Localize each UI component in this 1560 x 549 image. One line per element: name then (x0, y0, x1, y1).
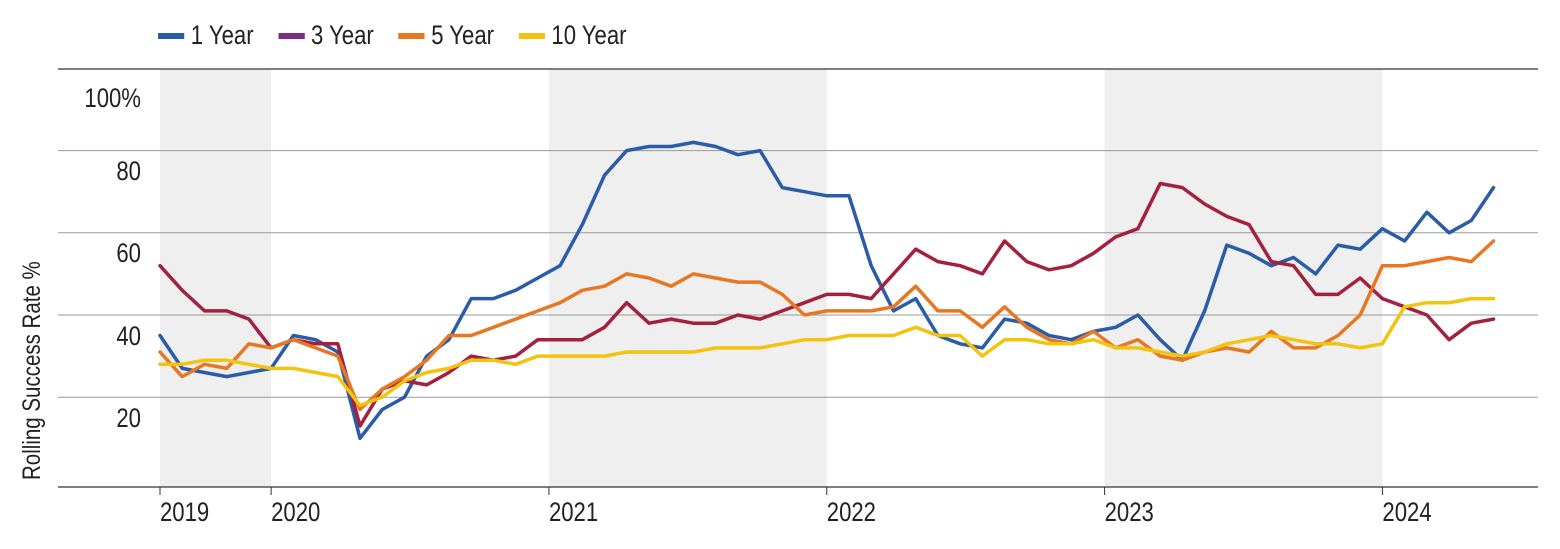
x-tick-label: 2019 (160, 498, 209, 528)
x-tick-label: 2024 (1382, 498, 1431, 528)
x-tick-label: 2020 (271, 498, 320, 528)
series-lines (158, 140, 1496, 441)
y-tick-label: 40 (116, 322, 141, 352)
legend-label-5-year: 5 Year (431, 20, 495, 50)
x-tick-label: 2023 (1105, 498, 1154, 528)
legend-swatch-5-year (398, 32, 425, 39)
y-tick-label: 100% (84, 84, 141, 114)
x-axis-ticks: 2019 2020 2021 2022 2023 2024 (159, 487, 1432, 528)
legend-item-3-year[interactable]: 3 Year (278, 20, 374, 51)
y-axis-ticks: 100% 80 60 40 20 (84, 84, 141, 434)
gridlines (58, 68, 1538, 488)
series-line-1-year (158, 140, 1496, 441)
x-tick-label: 2022 (827, 498, 876, 528)
y-tick-label: 60 (116, 239, 141, 269)
x-tick-label: 2021 (549, 498, 598, 528)
series-line-5-year (158, 239, 1496, 412)
shaded-bands (160, 69, 1383, 487)
legend-label-1-year: 1 Year (190, 20, 254, 50)
legend-label-3-year: 3 Year (311, 20, 374, 50)
legend-item-1-year[interactable]: 1 Year (158, 20, 254, 51)
legend-label-10-year: 10 Year (551, 20, 627, 50)
chart-legend: 1 Year 3 Year 5 Year 10 Year (158, 20, 627, 51)
shaded-band-0 (160, 69, 272, 487)
y-tick-label: 80 (116, 157, 141, 187)
legend-item-5-year[interactable]: 5 Year (398, 20, 494, 51)
legend-item-10-year[interactable]: 10 Year (518, 20, 627, 51)
legend-swatch-1-year (158, 32, 185, 39)
legend-swatch-10-year (518, 32, 545, 39)
series-line-10-year (158, 296, 1496, 408)
legend-swatch-3-year (278, 32, 305, 39)
shaded-band-2 (1104, 69, 1383, 487)
y-tick-label: 20 (116, 404, 141, 434)
